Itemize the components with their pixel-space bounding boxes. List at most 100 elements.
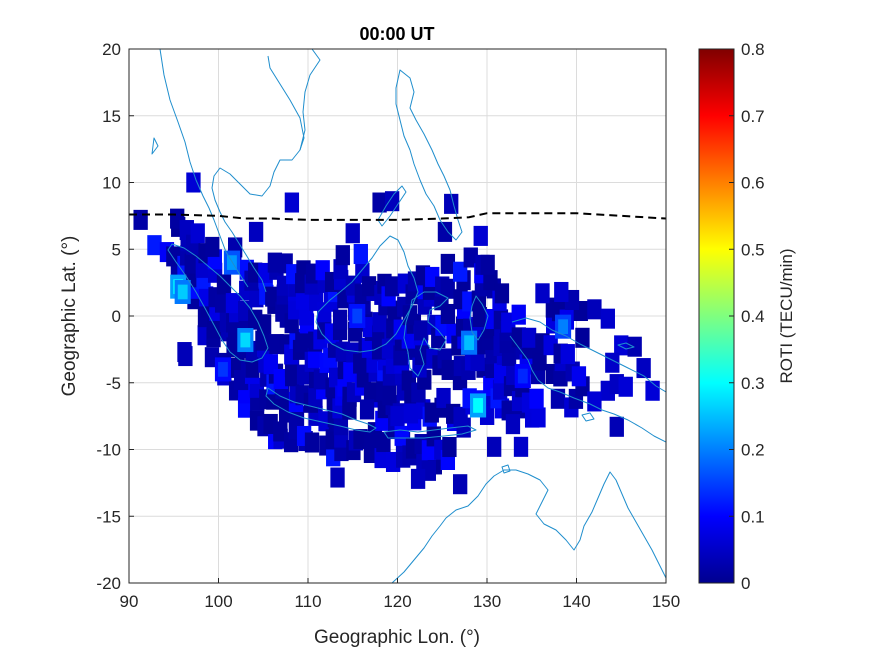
roti-cell-isolated [284, 192, 300, 213]
roti-cell [441, 359, 456, 380]
roti-cell-isolated [390, 406, 405, 427]
y-axis-label: Geographic Lat. (°) [59, 236, 80, 397]
roti-hotspot [473, 398, 483, 413]
roti-cell [492, 379, 508, 400]
roti-cell-isolated [384, 191, 400, 212]
roti-cell [531, 407, 546, 428]
roti-cell [307, 347, 323, 368]
y-tick-label: -20 [96, 574, 121, 593]
coastlines [151, 49, 666, 583]
y-tick-label: 20 [102, 40, 121, 59]
roti-cell [214, 292, 230, 313]
colorbar-tick-label: 0.5 [741, 240, 765, 259]
roti-cell [442, 437, 457, 458]
roti-cell [529, 388, 544, 409]
roti-cell [255, 330, 270, 351]
roti-cell [205, 236, 220, 257]
coastline-palawan [377, 185, 407, 227]
x-axis-ticks: 90 100 110 120 130 140 150 [120, 578, 680, 611]
roti-cell [256, 314, 272, 335]
roti-cell-isolated [403, 403, 419, 424]
roti-cell [364, 382, 379, 403]
coastline-borneo [315, 235, 419, 353]
roti-cell [265, 286, 280, 307]
roti-cell-isolated [614, 335, 629, 356]
roti-cell [147, 235, 162, 256]
roti-cell-isolated [186, 172, 201, 193]
roti-hotspot [177, 284, 188, 300]
roti-cell [440, 303, 456, 324]
roti-cell [560, 344, 575, 365]
y-tick-label: -5 [106, 374, 121, 393]
roti-cell [374, 448, 389, 469]
colorbar-tick-label: 0.1 [741, 507, 765, 526]
coastline-lesser-sunda [383, 425, 477, 439]
roti-cell [313, 369, 329, 390]
chart-title: 00:00 UT [359, 24, 434, 44]
coastline-new-guinea-south [509, 335, 666, 443]
roti-cell-isolated [330, 467, 345, 488]
roti-cell-isolated [636, 358, 651, 379]
x-tick-label: 120 [383, 592, 411, 611]
colorbar-tick-label: 0 [741, 574, 750, 593]
roti-cell [553, 366, 568, 387]
y-tick-label: 0 [112, 307, 121, 326]
roti-cell-isolated [627, 336, 642, 357]
colorbar-tick-label: 0.4 [741, 307, 765, 326]
roti-cell [382, 385, 397, 406]
roti-hotspot [352, 308, 363, 324]
roti-cell-isolated [609, 416, 624, 437]
roti-cell-isolated [437, 221, 453, 242]
y-tick-label: -15 [96, 507, 121, 526]
roti-cell-isolated [505, 414, 521, 435]
roti-hotspot [517, 368, 528, 384]
coastline-vietnam [299, 49, 321, 151]
roti-cell [480, 254, 495, 275]
roti-cell [415, 344, 430, 366]
x-tick-label: 90 [120, 592, 139, 611]
x-tick-label: 110 [294, 592, 321, 611]
roti-cell [453, 406, 468, 427]
roti-cell [483, 270, 498, 291]
roti-cell [304, 432, 320, 453]
roti-cell-isolated [267, 252, 283, 273]
roti-hotspot [558, 319, 568, 335]
y-tick-label: -10 [96, 441, 121, 460]
roti-cell-isolated [487, 436, 502, 457]
x-tick-label: 140 [562, 592, 590, 611]
roti-cell-isolated [535, 283, 550, 304]
roti-cell-isolated [178, 346, 193, 367]
roti-cell [273, 369, 288, 390]
roti-hotspot [227, 255, 237, 270]
roti-cell [245, 357, 260, 378]
roti-cell [571, 366, 587, 387]
roti-cell-isolated [410, 468, 426, 489]
roti-cell-isolated [359, 399, 375, 420]
colorbar-tick-label: 0.3 [741, 374, 765, 393]
roti-cell-isolated [372, 192, 387, 213]
colorbar-tick-label: 0.8 [741, 40, 765, 59]
y-axis-ticks: 20 15 10 5 0 -5 -10 -15 -20 [96, 40, 134, 593]
roti-hotspot [464, 335, 475, 351]
colorbar-gradient [699, 49, 734, 583]
magnetic-equator-dashed-line [129, 212, 666, 221]
coastline-java [265, 387, 377, 433]
roti-cell [532, 350, 547, 371]
roti-cell [216, 274, 232, 295]
coastline-sumatra [167, 243, 269, 363]
roti-cell [333, 415, 349, 436]
roti-cell [414, 320, 429, 341]
roti-cell-isolated [513, 436, 529, 457]
roti-hotspot [218, 362, 228, 377]
roti-cell [335, 245, 350, 266]
roti-cell [470, 351, 485, 372]
roti-cells [133, 172, 660, 495]
roti-cell-isolated [473, 225, 488, 246]
roti-cell [511, 304, 526, 325]
coastline-new-guinea [511, 317, 666, 393]
colorbar: 0.8 0.7 0.6 0.5 0.4 0.3 0.2 0.1 0 ROTI (TECU/min… [698, 40, 796, 593]
colorbar-tick-label: 0.2 [741, 441, 765, 460]
roti-cell [190, 223, 205, 244]
x-axis-label: Geographic Lon. (°) [314, 627, 480, 648]
